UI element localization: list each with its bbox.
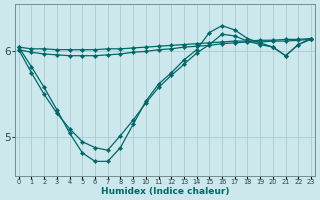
X-axis label: Humidex (Indice chaleur): Humidex (Indice chaleur) <box>100 187 229 196</box>
